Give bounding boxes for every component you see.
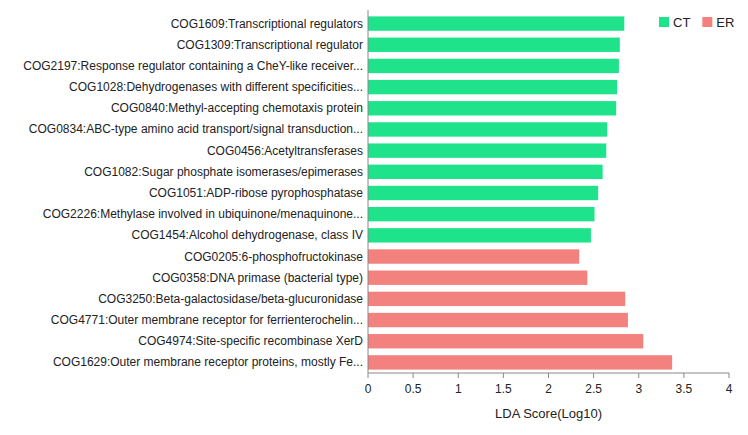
bar (368, 80, 617, 94)
category-label: COG4771:Outer membrane receptor for ferr… (51, 313, 363, 327)
category-label: COG2197:Response regulator containing a … (23, 59, 363, 73)
bar (368, 122, 607, 136)
category-label: COG0358:DNA primase (bacterial type) (152, 271, 363, 285)
legend-swatch (659, 17, 669, 27)
bar (368, 16, 624, 30)
x-tick-label: 0.5 (405, 382, 422, 396)
bar (368, 101, 616, 115)
legend: CT ER (659, 15, 734, 30)
legend-swatch (702, 17, 712, 27)
bar (368, 292, 625, 306)
x-tick-label: 2 (545, 382, 552, 396)
x-tick (368, 373, 369, 378)
bar (368, 38, 620, 52)
bar (368, 165, 603, 179)
category-label: COG3250:Beta-galactosidase/beta-glucuron… (98, 292, 363, 306)
category-label: COG0834:ABC-type amino acid transport/si… (29, 122, 363, 136)
bar (368, 59, 619, 73)
legend-label: ER (716, 15, 734, 30)
category-label: COG1454:Alcohol dehydrogenase, class IV (132, 228, 363, 242)
x-axis-label: LDA Score(Log10) (495, 406, 602, 421)
x-tick (458, 373, 459, 378)
bars (368, 16, 672, 369)
x-tick-label: 1 (455, 382, 462, 396)
x-tick (548, 373, 549, 378)
x-tick (729, 373, 730, 378)
category-label: COG1609:Transcriptional regulators (171, 17, 363, 31)
bar (368, 249, 579, 263)
category-label: COG2226:Methylase involved in ubiquinone… (43, 207, 363, 221)
x-tick (413, 373, 414, 378)
bar (368, 271, 587, 285)
category-label: COG4974:Site-specific recombinase XerD (138, 334, 363, 348)
x-tick (638, 373, 639, 378)
category-label: COG0456:Acetyltransferases (207, 144, 363, 158)
category-label: COG1309:Transcriptional regulator (177, 38, 363, 52)
bar (368, 313, 628, 327)
category-label: COG1082:Sugar phosphate isomerases/epime… (84, 165, 363, 179)
x-tick (683, 373, 684, 378)
bar (368, 186, 598, 200)
category-label: COG1028:Dehydrogenases with different sp… (69, 80, 363, 94)
x-tick-label: 4 (726, 382, 733, 396)
x-tick-label: 2.5 (585, 382, 602, 396)
bar (368, 334, 643, 348)
x-tick-label: 1.5 (495, 382, 512, 396)
category-label: COG1629:Outer membrane receptor proteins… (53, 355, 363, 369)
y-axis (368, 10, 369, 373)
x-tick-label: 3.5 (676, 382, 693, 396)
legend-label: CT (673, 15, 690, 30)
bar (368, 355, 672, 369)
category-label: COG0205:6-phosphofructokinase (184, 250, 363, 264)
bar (368, 207, 595, 221)
x-tick (503, 373, 504, 378)
x-tick (593, 373, 594, 378)
category-label: COG1051:ADP-ribose pyrophosphatase (149, 186, 363, 200)
chart: COG1609:Transcriptional regulators COG130… (0, 0, 748, 435)
category-label: COG0840:Methyl-accepting chemotaxis prot… (111, 101, 363, 115)
bar (368, 143, 606, 157)
x-tick-label: 0 (365, 382, 372, 396)
bar (368, 228, 591, 242)
x-tick-label: 3 (635, 382, 642, 396)
